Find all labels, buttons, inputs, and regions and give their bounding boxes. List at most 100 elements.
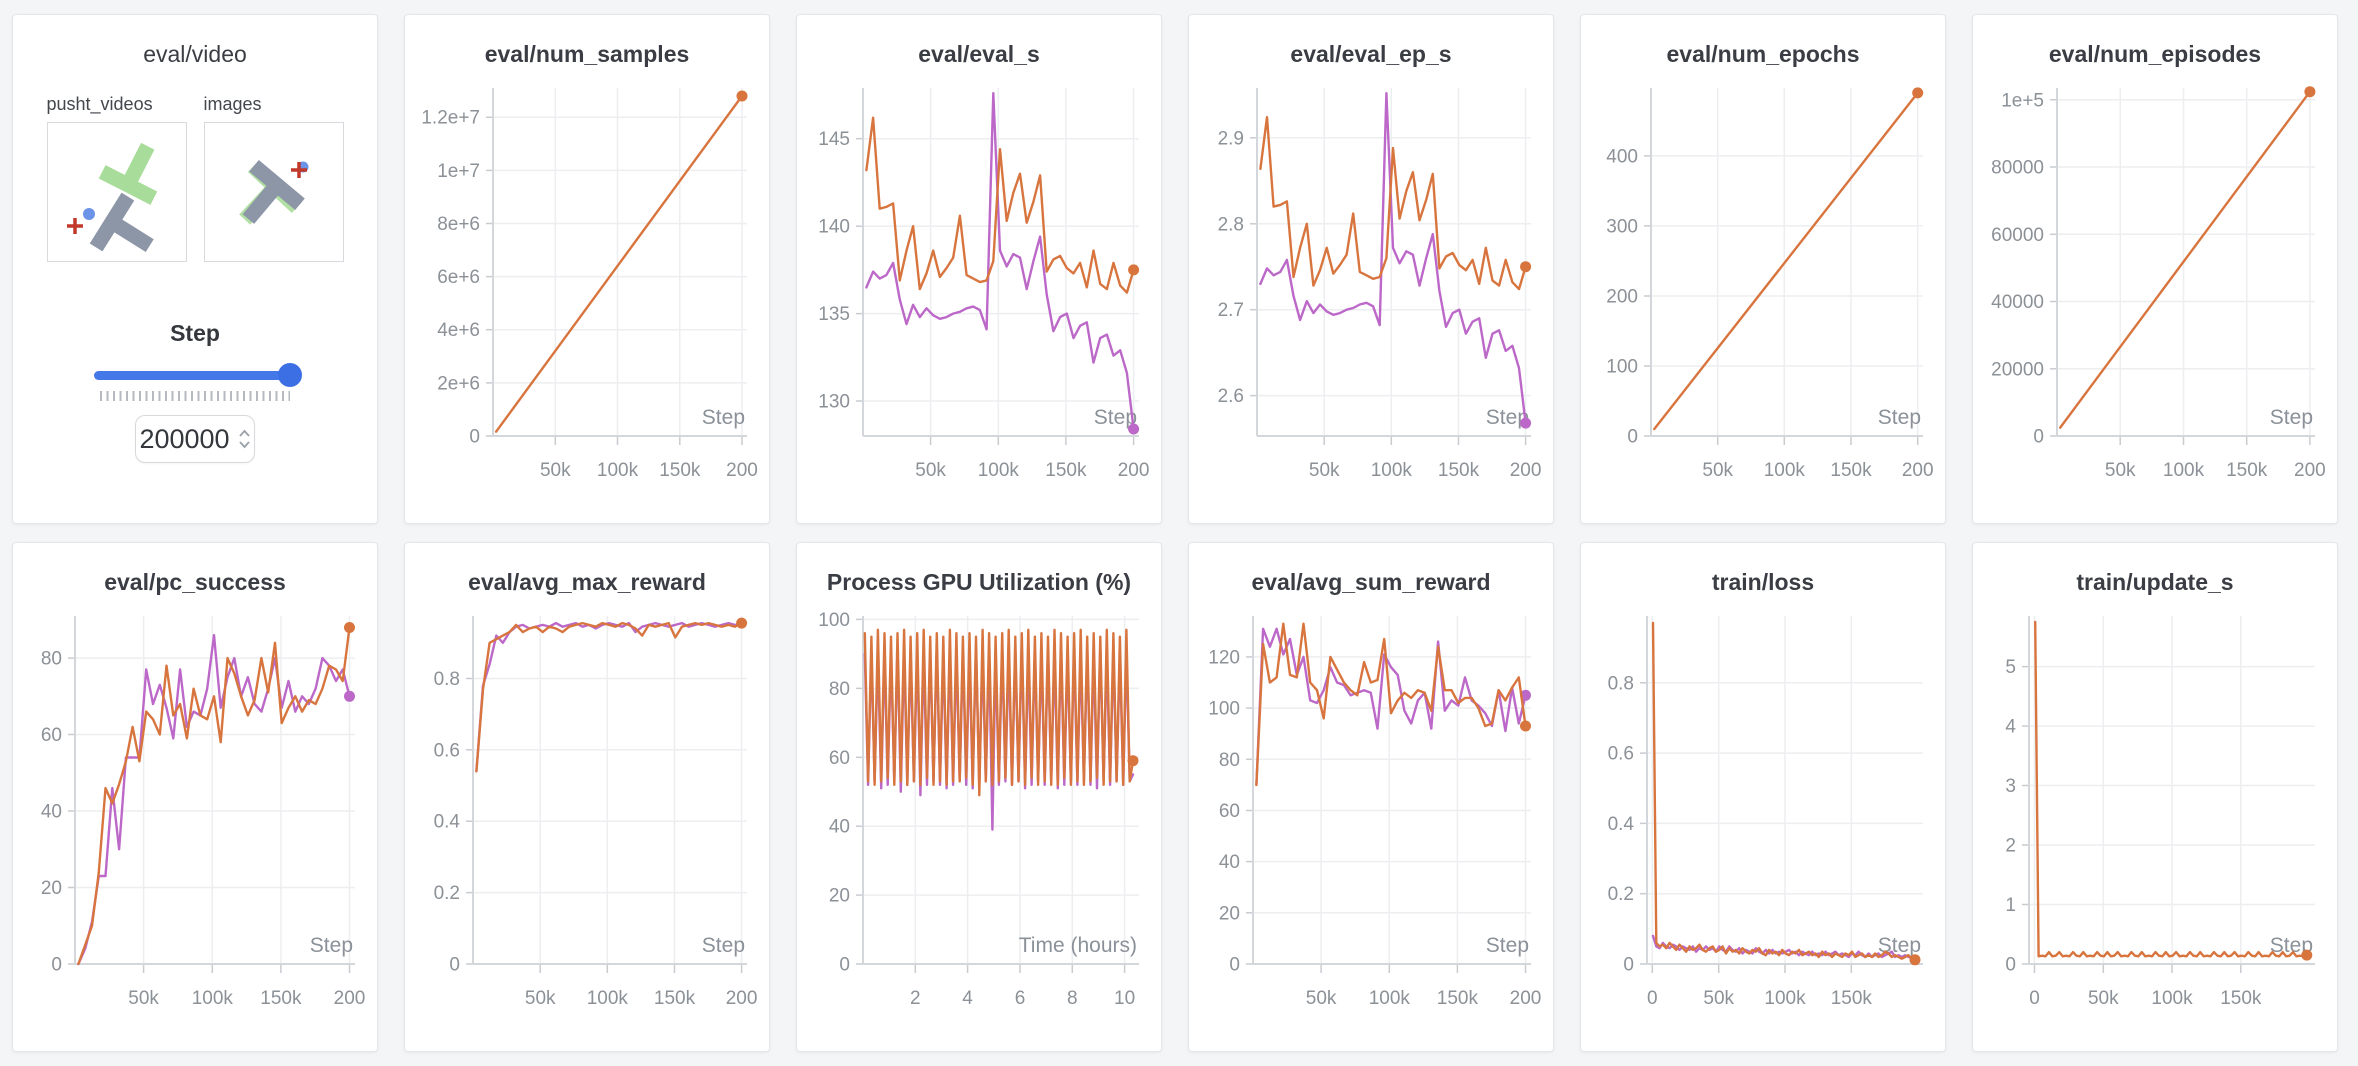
svg-text:2.7: 2.7 [1218,300,1244,321]
panel-eval-avg-sum-reward[interactable]: eval/avg_sum_reward 0 20 40 60 80 100 120 50k 10… [1188,542,1554,1052]
step-value-input[interactable]: 200000 [135,415,255,463]
images-scene-image [238,159,308,225]
panel-title: train/update_s [2076,569,2234,595]
svg-text:5: 5 [2005,657,2016,678]
line-chart-svg[interactable]: 130 135 140 145 50k 100k 150k 200 Step [809,72,1151,512]
panel-title: Process GPU Utilization (%) [826,569,1132,595]
panel-title: eval/eval_s [918,41,1040,67]
svg-text:60: 60 [1219,801,1240,822]
series [863,628,1139,831]
chart-train-update-s[interactable]: 0 1 2 3 4 5 0 50k 100k 150k Step [1985,600,2327,1045]
svg-text:150k: 150k [1437,988,1479,1009]
svg-text:300: 300 [1606,216,1638,237]
series-line-purple [865,92,1135,431]
panel-eval-eval-ep-s[interactable]: eval/eval_ep_s 2.6 2.7 2.8 2.9 50k 100k 150k 20… [1188,14,1554,524]
panel-train-loss[interactable]: train/loss 0 0.2 0.4 0.6 0.8 0 50k 100k 150k Step [1580,542,1946,1052]
svg-text:3: 3 [2005,776,2016,797]
y-axis: 2.6 2.7 2.8 2.9 [1218,88,1258,436]
y-axis: 0 20 40 60 80 [41,616,76,976]
svg-text:100k: 100k [587,988,629,1009]
svg-text:135: 135 [818,304,850,325]
x-axis-label: Step [1094,406,1137,429]
chart-gpu-utilization[interactable]: 0 20 40 60 80 100 2 4 6 8 10 Time (hours) [809,600,1151,1045]
svg-text:0.6: 0.6 [1608,744,1634,765]
svg-text:130: 130 [818,392,850,413]
video-thumbnail-pusht[interactable] [46,122,187,262]
grid [493,88,747,437]
panel-title: eval/avg_sum_reward [1251,569,1491,595]
panel-eval-avg-max-reward[interactable]: eval/avg_max_reward 0 0.2 0.4 0.6 0.8 50k 100k… [404,542,770,1052]
svg-text:1: 1 [2005,895,2016,916]
line-chart-svg[interactable]: 0 0.2 0.4 0.6 0.8 0 50k 100k 150k Step [1593,600,1935,1040]
svg-text:2: 2 [2005,836,2016,857]
panel-eval-num-episodes[interactable]: eval/num_episodes 0 20000 40000 60000 80000 1… [1972,14,2338,524]
chart-eval-num-episodes[interactable]: 0 20000 40000 60000 80000 1e+5 50k 100k 150k 200 S… [1985,72,2327,517]
step-slider-track[interactable] [94,371,296,380]
chart-eval-eval-s[interactable]: 130 135 140 145 50k 100k 150k 200 Step [809,72,1151,517]
chart-eval-num-epochs[interactable]: 0 100 200 300 400 50k 100k 150k 200 Step [1593,72,1935,517]
series-line-orange [863,628,1135,797]
panel-eval-num-samples[interactable]: eval/num_samples 0 2e+6 4e+6 6e+6 8e+6 1e+7 1.… [404,14,770,524]
chart-eval-avg-max-reward[interactable]: 0 0.2 0.4 0.6 0.8 50k 100k 150k 200 Step [417,600,759,1045]
stepper-down-icon[interactable] [238,440,251,449]
step-slider-thumb[interactable] [278,363,302,387]
chart-eval-pc-success[interactable]: 0 20 40 60 80 50k 100k 150k 200 Step [25,600,367,1045]
svg-text:50k: 50k [2105,460,2136,481]
x-axis: 50k 100k 150k 200 Step [1651,406,1934,481]
line-chart-svg[interactable]: 2.6 2.7 2.8 2.9 50k 100k 150k 200 Step [1201,72,1543,512]
chart-eval-num-samples[interactable]: 0 2e+6 4e+6 6e+6 8e+6 1e+7 1.2e+7 50k 100k 150k 20… [417,72,759,517]
pusht-scene-image [66,142,157,252]
panel-train-update-s[interactable]: train/update_s 0 1 2 3 4 5 0 50k 100k 150k Step [1972,542,2338,1052]
step-slider-label: Step [170,320,220,346]
thumbnail-label: images [203,94,262,114]
x-axis: 50k 100k 150k 200 Step [473,934,757,1009]
svg-text:20: 20 [41,878,62,899]
svg-text:60: 60 [41,725,62,746]
svg-text:100k: 100k [1764,988,1806,1009]
line-chart-svg[interactable]: 0 2e+6 4e+6 6e+6 8e+6 1e+7 1.2e+7 50k 100k 150k 20… [417,72,759,512]
series-line-orange [1653,91,1919,431]
svg-text:0: 0 [2005,955,2016,976]
panel-eval-pc-success[interactable]: eval/pc_success 0 20 40 60 80 50k 100k 150k 200 S… [12,542,378,1052]
end-point-dot [2304,86,2316,98]
panel-gpu-utilization[interactable]: Process GPU Utilization (%) 0 20 40 60 80 100… [796,542,1162,1052]
svg-text:400: 400 [1606,146,1638,167]
line-chart-svg[interactable]: 0 20 40 60 80 100 2 4 6 8 10 Time (hours) [809,600,1151,1040]
series [2058,86,2316,429]
svg-text:150k: 150k [654,988,696,1009]
y-axis: 0 100 200 300 400 [1606,88,1652,448]
svg-text:40000: 40000 [1991,292,2044,313]
line-chart-svg[interactable]: 0 20 40 60 80 50k 100k 150k 200 Step [25,600,367,1040]
chart-eval-avg-sum-reward[interactable]: 0 20 40 60 80 100 120 50k 100k 150k 200 Step [1201,600,1543,1045]
end-point-dot [1912,87,1924,99]
svg-text:60000: 60000 [1991,225,2044,246]
thumbnail-label: pusht_videos [46,94,153,114]
step-slider[interactable] [94,363,302,387]
svg-text:100k: 100k [2151,988,2193,1009]
x-axis: 50k 100k 150k 200 Step [2057,406,2326,481]
svg-text:120: 120 [1208,647,1240,668]
line-chart-svg[interactable]: 0 100 200 300 400 50k 100k 150k 200 Step [1593,72,1935,512]
svg-text:0: 0 [1623,955,1634,976]
image-thumbnail[interactable] [203,122,344,262]
panel-eval-eval-s[interactable]: eval/eval_s 130 135 140 145 50k 100k 150k 200 St… [796,14,1162,524]
svg-text:8e+6: 8e+6 [437,214,480,235]
line-chart-svg[interactable]: 0 0.2 0.4 0.6 0.8 50k 100k 150k 200 Step [417,600,759,1040]
svg-text:2.6: 2.6 [1218,386,1244,407]
stepper-up-icon[interactable] [238,429,251,438]
y-axis: 0 2e+6 4e+6 6e+6 8e+6 1e+7 1.2e+7 [421,88,494,448]
panel-eval-video[interactable]: eval/video pusht_videos [12,14,378,524]
y-axis: 0 0.2 0.4 0.6 0.8 [434,616,474,976]
y-axis: 0 20 40 60 80 100 120 [1208,616,1254,976]
chart-eval-eval-ep-s[interactable]: 2.6 2.7 2.8 2.9 50k 100k 150k 200 Step [1201,72,1543,517]
panel-title: eval/pc_success [104,569,286,595]
svg-text:200: 200 [1510,988,1542,1009]
y-axis: 0 20000 40000 60000 80000 1e+5 [1991,88,2058,448]
line-chart-svg[interactable]: 0 20000 40000 60000 80000 1e+5 50k 100k 150k 200 S… [1985,72,2327,512]
panel-eval-num-epochs[interactable]: eval/num_epochs 0 100 200 300 400 50k 100k 150k… [1580,14,1946,524]
svg-text:150k: 150k [2226,460,2268,481]
line-chart-svg[interactable]: 0 1 2 3 4 5 0 50k 100k 150k Step [1985,600,2327,1040]
chart-train-loss[interactable]: 0 0.2 0.4 0.6 0.8 0 50k 100k 150k Step [1593,600,1935,1045]
line-chart-svg[interactable]: 0 20 40 60 80 100 120 50k 100k 150k 200 Step [1201,600,1543,1040]
svg-text:200: 200 [1118,460,1150,481]
